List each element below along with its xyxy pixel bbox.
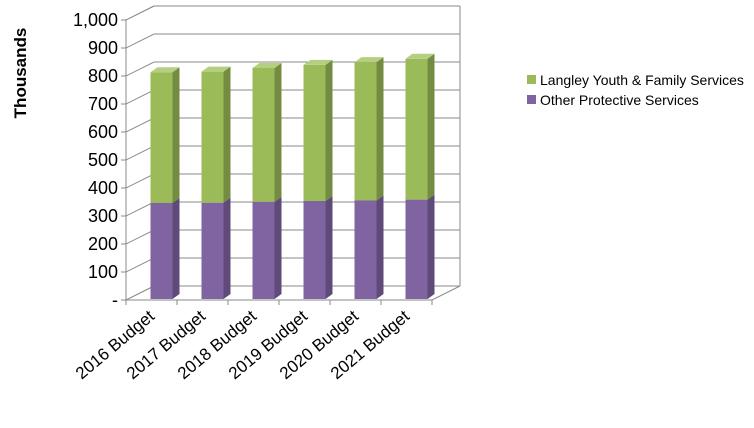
bar-front: [201, 202, 224, 299]
bar-front: [405, 199, 428, 299]
y-tick-label: 300: [88, 206, 118, 226]
bar-side: [325, 196, 333, 299]
bar-top: [405, 53, 435, 59]
bar-front: [405, 58, 428, 200]
bar-side: [223, 197, 231, 299]
bar-segment: [405, 53, 435, 200]
bar-segment: [150, 197, 180, 299]
bar-side: [223, 66, 231, 203]
legend-item-langley: Langley Youth & Family Services: [527, 70, 750, 90]
y-tick-label: 400: [88, 178, 118, 198]
y-tick-label: -: [112, 290, 118, 310]
legend-swatch-other: [527, 95, 536, 104]
y-tick-label: 600: [88, 122, 118, 142]
y-tick-label: 1,000: [73, 10, 118, 30]
bar-segment: [354, 57, 384, 201]
bar-side: [376, 195, 384, 299]
legend-label-other: Other Protective Services: [540, 92, 699, 108]
bar-side: [274, 63, 282, 202]
gridline: [125, 33, 460, 49]
bar-top: [150, 67, 180, 73]
bar-segment: [405, 194, 435, 299]
bar-side: [427, 53, 435, 200]
bar-segment: [201, 197, 231, 299]
bar-front: [354, 62, 377, 201]
bar-side: [376, 57, 384, 201]
bar-top: [201, 66, 231, 72]
bar-front: [354, 200, 377, 299]
bar-side: [325, 59, 333, 201]
bar-segment: [303, 59, 333, 201]
y-tick-labels: - 100 200 300 400 500 600 700 800 900 1,000: [73, 10, 118, 310]
bar-side: [274, 196, 282, 299]
legend: Langley Youth & Family Services Other Pr…: [527, 70, 750, 110]
bar-segment: [150, 67, 180, 203]
legend-label-langley: Langley Youth & Family Services: [540, 72, 744, 88]
y-tick-label: 500: [88, 150, 118, 170]
bar-top: [354, 57, 384, 63]
legend-item-other: Other Protective Services: [527, 90, 750, 110]
y-axis-label: Thousands: [11, 28, 30, 119]
bar-front: [252, 201, 275, 299]
bar-segment: [252, 196, 282, 299]
bar-segment: [252, 63, 282, 202]
gridline: [125, 5, 460, 21]
bar-front: [150, 72, 173, 203]
bar-side: [427, 194, 435, 299]
y-tick-label: 200: [88, 234, 118, 254]
bar-front: [150, 202, 173, 299]
bar-segment: [201, 66, 231, 203]
bar-front: [201, 71, 224, 203]
y-tick-label: 900: [88, 38, 118, 58]
bar-front: [252, 68, 275, 202]
bar-top: [303, 59, 333, 65]
y-tick-label: 100: [88, 262, 118, 282]
y-tick-label: 700: [88, 94, 118, 114]
y-tick-label: 800: [88, 66, 118, 86]
bar-side: [172, 67, 180, 203]
bars: [150, 53, 435, 299]
bar-top: [252, 63, 282, 68]
bar-segment: [354, 195, 384, 299]
bar-segment: [303, 196, 333, 299]
bar-front: [303, 64, 326, 201]
bar-side: [172, 197, 180, 299]
legend-swatch-langley: [527, 75, 536, 84]
bar-front: [303, 201, 326, 299]
